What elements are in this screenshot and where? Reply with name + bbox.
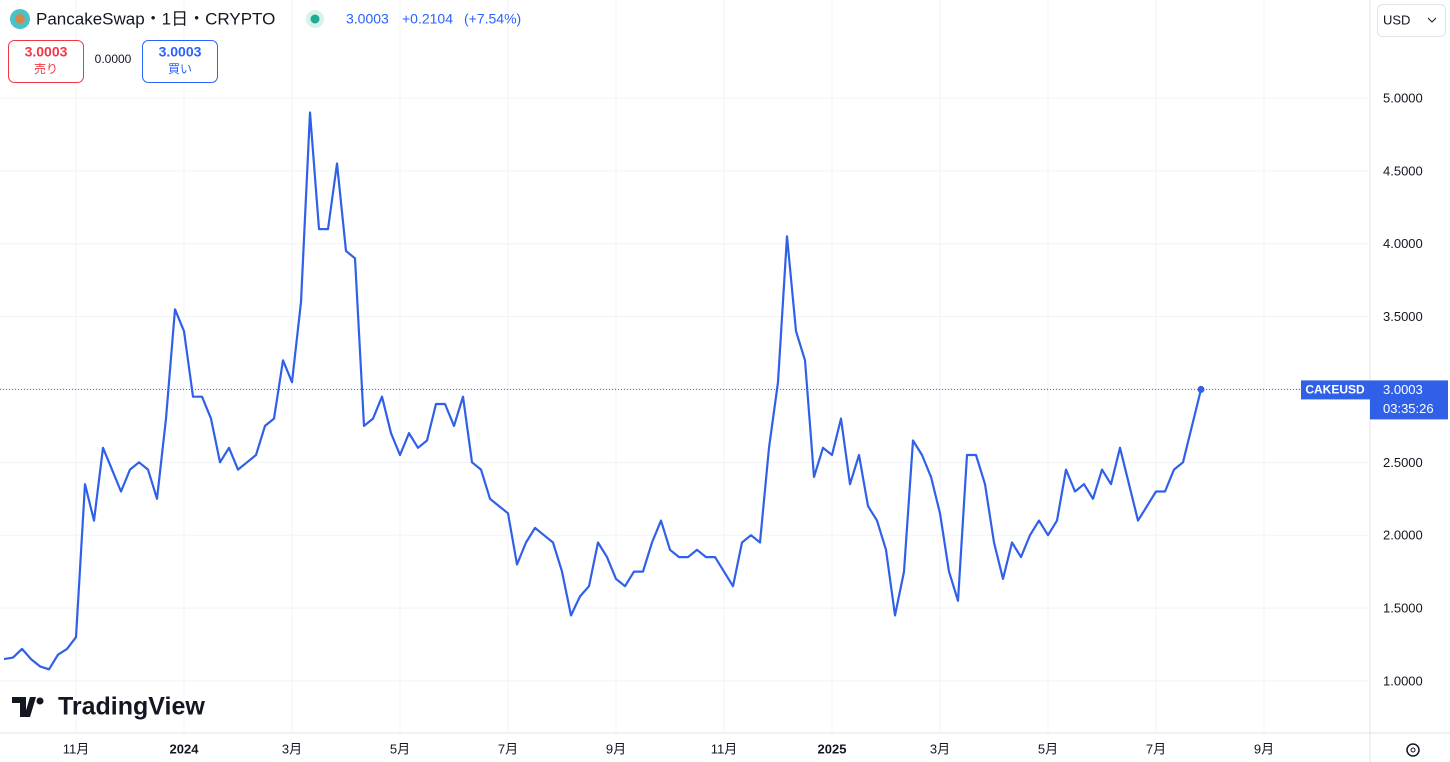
buy-label[interactable]: 買い	[168, 62, 192, 76]
sell-button[interactable]	[8, 40, 84, 83]
logo-mark	[12, 697, 36, 717]
price-change-percent: (+7.54%)	[464, 11, 521, 27]
x-tick-label: 7月	[498, 741, 518, 756]
symbol-title: PancakeSwap・1日・CRYPTO	[36, 9, 275, 28]
y-tick-label: 5.0000	[1383, 90, 1423, 105]
currency-caret[interactable]	[1427, 17, 1437, 23]
x-tick-label: 11月	[711, 741, 738, 756]
y-tick-label: 2.0000	[1383, 528, 1423, 543]
sell-price[interactable]: 3.0003	[25, 44, 68, 60]
last-point	[1197, 385, 1205, 393]
sell-label[interactable]: 売り	[34, 61, 58, 76]
y-tick-label: 4.0000	[1383, 236, 1423, 251]
currency-select[interactable]	[1377, 4, 1446, 37]
settings-icon-inner[interactable]	[1410, 747, 1416, 753]
x-tick-label: 5月	[390, 741, 410, 756]
price-label-box	[1370, 380, 1448, 420]
y-tick-label: 4.5000	[1383, 163, 1423, 178]
y-tick-label: 2.5000	[1383, 455, 1423, 470]
x-tick-label: 9月	[1254, 741, 1274, 756]
currency[interactable]: USD	[1383, 12, 1410, 27]
logo-dot	[36, 697, 44, 705]
x-tick-label: 2025	[818, 741, 847, 756]
x-tick-label: 5月	[1038, 741, 1058, 756]
x-tick-label: 7月	[1146, 741, 1166, 756]
last-price: 3.0003	[346, 11, 389, 27]
x-tick-label: 9月	[606, 741, 626, 756]
y-tick-label: 1.0000	[1383, 673, 1423, 688]
spread: 0.0000	[95, 52, 132, 66]
price-change: +0.2104	[402, 11, 453, 27]
x-tick-label: 3月	[282, 741, 302, 756]
y-tick-label: 1.5000	[1383, 601, 1423, 616]
x-tick-label: 2024	[170, 741, 200, 756]
price-label: 3.0003	[1383, 382, 1423, 397]
x-tick-label: 11月	[63, 741, 90, 756]
buy-button[interactable]	[142, 40, 218, 83]
countdown: 03:35:26	[1383, 401, 1434, 416]
logo-text: TradingView	[58, 693, 205, 721]
price-line	[3, 111, 1203, 671]
symbol-label: CAKEUSD	[1305, 383, 1365, 397]
market-status-dot	[310, 14, 320, 24]
y-tick-label: 3.5000	[1383, 309, 1423, 324]
symbol-icon-inner	[15, 14, 25, 24]
grid	[0, 0, 1370, 733]
symbol-label-box	[1301, 380, 1370, 400]
plot	[0, 111, 1370, 671]
settings-icon[interactable]	[1406, 743, 1420, 757]
x-tick-label: 3月	[930, 741, 950, 756]
buy-price[interactable]: 3.0003	[159, 44, 202, 60]
